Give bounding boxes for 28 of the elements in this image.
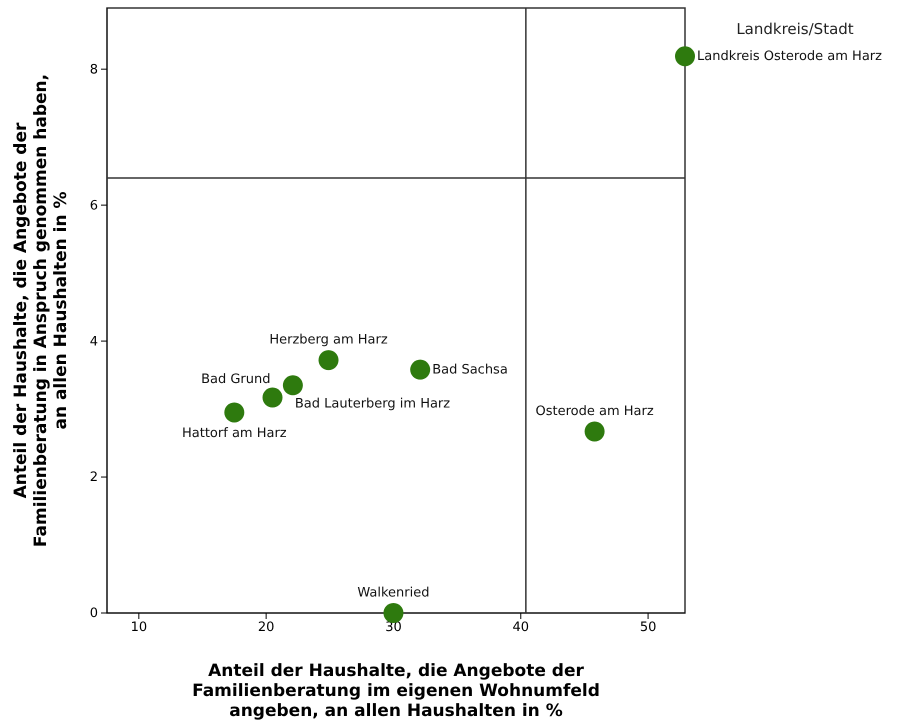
point xyxy=(584,422,605,442)
annotation: Osterode am Harz xyxy=(536,404,654,419)
point xyxy=(282,375,303,396)
point xyxy=(675,46,695,66)
annotation: Bad Lauterberg im Harz xyxy=(294,396,450,412)
y-tick-label: 0 xyxy=(90,606,98,622)
y-tick-label: 8 xyxy=(90,62,98,78)
x-tick-label: 50 xyxy=(640,620,656,636)
annotation: Bad Sachsa xyxy=(432,362,508,378)
legend-title: Landkreis/Stadt xyxy=(736,20,854,38)
point xyxy=(410,360,430,380)
y-axis-title: Anteil der Haushalte, die Angebote der Familienberatung in Anspruch genommen haben, an allen Haushalten in % xyxy=(11,74,71,548)
y-tick-label: 2 xyxy=(90,470,98,486)
point xyxy=(262,388,283,408)
y-tick-label: 6 xyxy=(90,198,98,214)
annotation: Herzberg am Harz xyxy=(269,332,388,348)
annotation: Walkenried xyxy=(357,585,430,600)
point xyxy=(224,402,244,422)
annotation: Bad Grund xyxy=(201,372,271,387)
point xyxy=(383,603,404,623)
x-tick-label: 20 xyxy=(258,620,274,636)
annotation: Hattorf am Harz xyxy=(182,426,287,441)
point xyxy=(318,350,339,370)
x-tick-label: 40 xyxy=(512,620,530,636)
x-tick-label: 10 xyxy=(130,620,148,636)
y-tick-label: 4 xyxy=(90,334,98,350)
annotation: Landkreis Osterode am Harz xyxy=(697,49,882,64)
x-axis-title: Anteil der Haushalte, die Angebote der Familienberatung im eigenen Wohnumfeld angeben, an allen Haushalten in % xyxy=(192,661,600,721)
